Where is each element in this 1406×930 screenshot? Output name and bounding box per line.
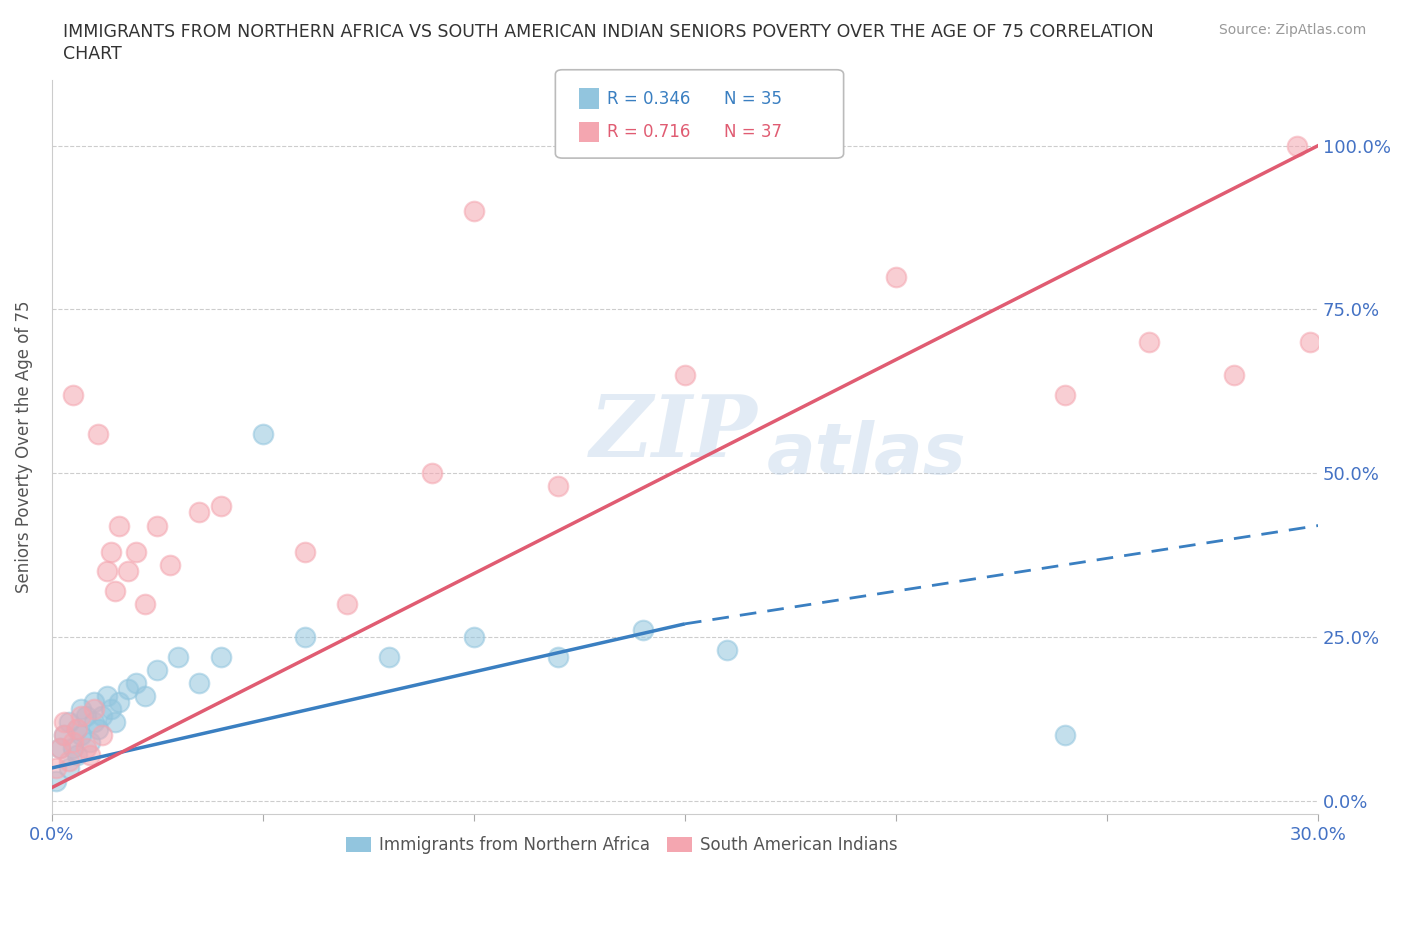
Point <box>70 701 93 716</box>
Point <box>91 728 114 743</box>
Point <box>134 688 156 703</box>
Point <box>49 741 72 756</box>
Point <box>104 714 127 729</box>
Point <box>167 649 190 664</box>
Point <box>1137 335 1160 350</box>
Point <box>108 695 131 710</box>
Point <box>62 741 84 756</box>
Text: R = 0.346: R = 0.346 <box>607 89 690 108</box>
Legend: Immigrants from Northern Africa, South American Indians: Immigrants from Northern Africa, South A… <box>339 830 904 860</box>
Point <box>96 564 118 578</box>
Point <box>378 649 401 664</box>
Point <box>79 748 101 763</box>
Point <box>45 761 67 776</box>
Point <box>58 754 80 769</box>
Point <box>75 741 97 756</box>
Text: R = 0.716: R = 0.716 <box>607 123 690 141</box>
Point <box>716 643 738 658</box>
Point <box>209 498 232 513</box>
Point <box>188 675 211 690</box>
Point <box>294 544 316 559</box>
Point <box>547 649 569 664</box>
Point <box>75 708 97 723</box>
Point <box>58 761 80 776</box>
Point <box>146 662 169 677</box>
Point <box>125 675 148 690</box>
Point <box>70 708 93 723</box>
Point <box>159 557 181 572</box>
Point <box>631 623 654 638</box>
Point <box>463 204 485 219</box>
Text: CHART: CHART <box>63 45 122 62</box>
Point <box>1222 367 1244 382</box>
Point <box>1053 387 1076 402</box>
Point <box>100 544 122 559</box>
Point <box>53 714 76 729</box>
Point <box>66 722 89 737</box>
Point <box>336 597 359 612</box>
Point <box>420 466 443 481</box>
Point <box>1285 139 1308 153</box>
Point <box>70 728 93 743</box>
Point <box>79 735 101 750</box>
Y-axis label: Seniors Poverty Over the Age of 75: Seniors Poverty Over the Age of 75 <box>15 300 32 593</box>
Point <box>66 722 89 737</box>
Point <box>1299 335 1322 350</box>
Point <box>209 649 232 664</box>
Text: ZIP: ZIP <box>591 391 758 474</box>
Text: atlas: atlas <box>768 419 967 489</box>
Point <box>134 597 156 612</box>
Point <box>45 774 67 789</box>
Point <box>252 427 274 442</box>
Point <box>62 387 84 402</box>
Point <box>884 269 907 284</box>
Point <box>125 544 148 559</box>
Point <box>96 688 118 703</box>
Point <box>104 584 127 599</box>
Point <box>87 427 110 442</box>
Text: N = 35: N = 35 <box>724 89 782 108</box>
Point <box>91 708 114 723</box>
Point <box>117 564 139 578</box>
Point <box>83 714 105 729</box>
Point <box>463 630 485 644</box>
Point <box>58 714 80 729</box>
Point <box>53 728 76 743</box>
Text: Source: ZipAtlas.com: Source: ZipAtlas.com <box>1219 23 1367 37</box>
Point <box>117 682 139 697</box>
Point <box>108 518 131 533</box>
Point <box>49 741 72 756</box>
Text: IMMIGRANTS FROM NORTHERN AFRICA VS SOUTH AMERICAN INDIAN SENIORS POVERTY OVER TH: IMMIGRANTS FROM NORTHERN AFRICA VS SOUTH… <box>63 23 1154 41</box>
Point <box>100 701 122 716</box>
Point <box>83 701 105 716</box>
Point <box>673 367 696 382</box>
Point <box>547 479 569 494</box>
Point <box>83 695 105 710</box>
Point <box>294 630 316 644</box>
Point <box>66 748 89 763</box>
Text: N = 37: N = 37 <box>724 123 782 141</box>
Point <box>146 518 169 533</box>
Point <box>1053 728 1076 743</box>
Point <box>188 505 211 520</box>
Point <box>62 735 84 750</box>
Point <box>53 728 76 743</box>
Point <box>87 722 110 737</box>
